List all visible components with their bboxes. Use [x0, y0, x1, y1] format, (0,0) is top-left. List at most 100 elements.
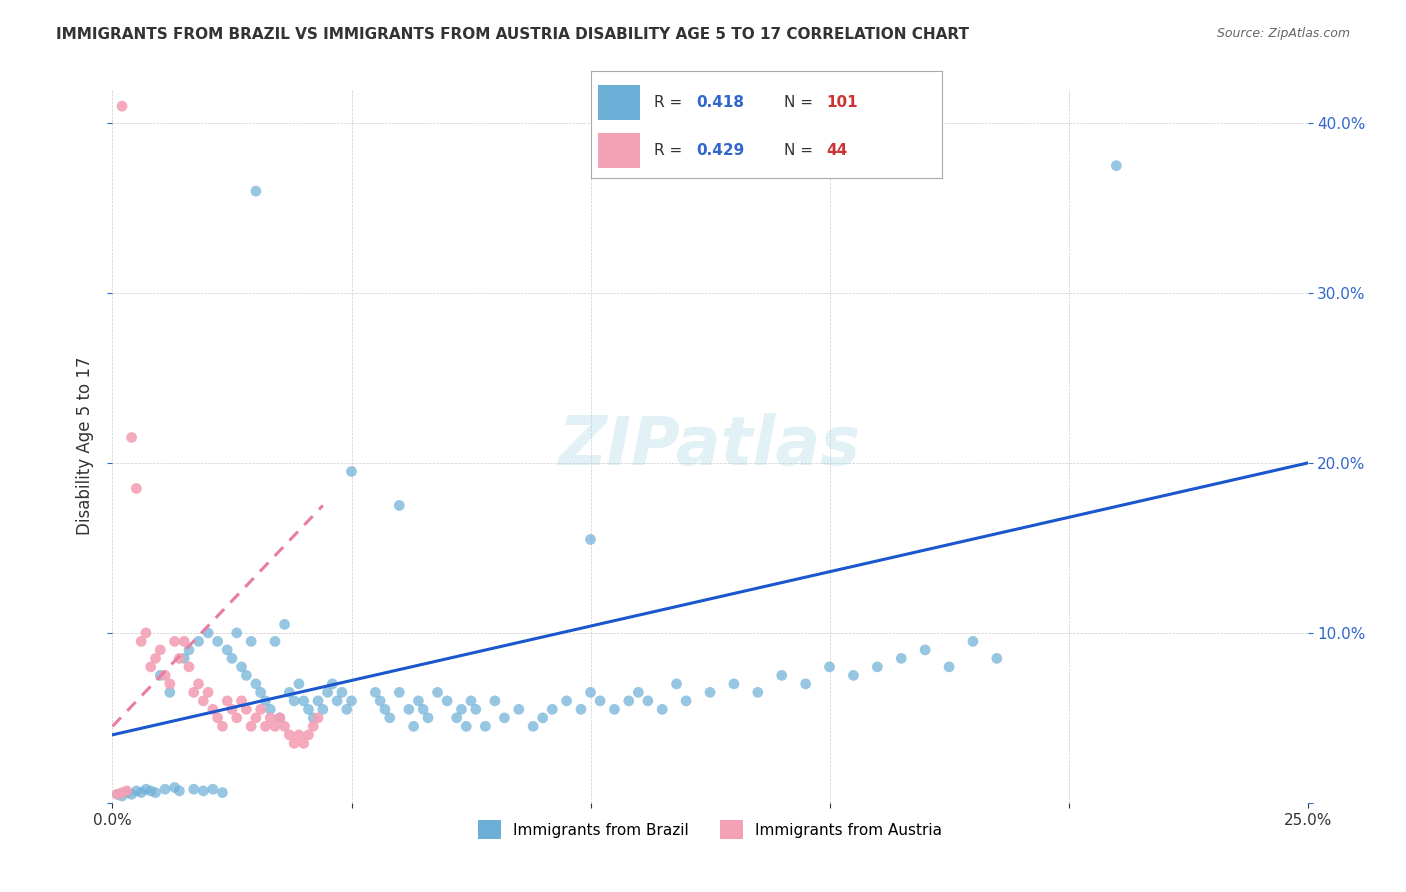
Immigrants from Brazil — [938, 660, 960, 674]
Immigrants from Brazil — [436, 694, 458, 708]
Immigrants from Austria — [105, 787, 128, 801]
Immigrants from Brazil — [149, 668, 172, 682]
Immigrants from Brazil — [412, 702, 434, 716]
Legend: Immigrants from Brazil, Immigrants from Austria: Immigrants from Brazil, Immigrants from … — [472, 814, 948, 845]
Immigrants from Brazil — [235, 668, 257, 682]
Immigrants from Austria — [217, 694, 239, 708]
Immigrants from Brazil — [105, 787, 128, 801]
Immigrants from Austria — [177, 660, 200, 674]
Text: IMMIGRANTS FROM BRAZIL VS IMMIGRANTS FROM AUSTRIA DISABILITY AGE 5 TO 17 CORRELA: IMMIGRANTS FROM BRAZIL VS IMMIGRANTS FRO… — [56, 27, 969, 42]
Immigrants from Brazil — [378, 711, 401, 725]
Immigrants from Brazil — [617, 694, 640, 708]
Text: 0.429: 0.429 — [696, 143, 744, 158]
Immigrants from Brazil — [402, 719, 425, 733]
Immigrants from Brazil — [340, 694, 363, 708]
Immigrants from Austria — [288, 728, 311, 742]
Immigrants from Brazil — [111, 789, 134, 803]
Immigrants from Brazil — [388, 685, 411, 699]
Text: R =: R = — [654, 95, 688, 110]
Immigrants from Brazil — [842, 668, 865, 682]
Immigrants from Austria — [111, 99, 134, 113]
Immigrants from Austria — [135, 626, 157, 640]
Immigrants from Brazil — [177, 643, 200, 657]
Immigrants from Austria — [125, 482, 148, 496]
Immigrants from Brazil — [770, 668, 793, 682]
Immigrants from Austria — [240, 719, 263, 733]
Text: Source: ZipAtlas.com: Source: ZipAtlas.com — [1216, 27, 1350, 40]
Immigrants from Austria — [292, 736, 315, 750]
Immigrants from Austria — [211, 719, 233, 733]
Immigrants from Brazil — [986, 651, 1008, 665]
Immigrants from Austria — [173, 634, 195, 648]
Text: N =: N = — [785, 95, 818, 110]
Immigrants from Brazil — [330, 685, 353, 699]
Immigrants from Brazil — [283, 694, 305, 708]
Immigrants from Brazil — [456, 719, 478, 733]
Immigrants from Brazil — [245, 184, 267, 198]
Immigrants from Brazil — [125, 784, 148, 798]
Immigrants from Brazil — [135, 782, 157, 797]
Immigrants from Austria — [235, 702, 257, 716]
Immigrants from Brazil — [579, 685, 602, 699]
Immigrants from Brazil — [292, 694, 315, 708]
Immigrants from Brazil — [193, 784, 215, 798]
Immigrants from Brazil — [269, 711, 291, 725]
Immigrants from Brazil — [197, 626, 219, 640]
Immigrants from Austria — [259, 711, 281, 725]
Immigrants from Brazil — [231, 660, 253, 674]
Immigrants from Austria — [245, 711, 267, 725]
Immigrants from Brazil — [207, 634, 229, 648]
Immigrants from Austria — [197, 685, 219, 699]
Immigrants from Brazil — [914, 643, 936, 657]
Immigrants from Brazil — [302, 711, 325, 725]
Immigrants from Brazil — [388, 499, 411, 513]
Immigrants from Brazil — [675, 694, 697, 708]
Immigrants from Brazil — [312, 702, 335, 716]
Immigrants from Brazil — [450, 702, 472, 716]
FancyBboxPatch shape — [598, 134, 640, 168]
Immigrants from Brazil — [794, 677, 817, 691]
Immigrants from Austria — [139, 660, 162, 674]
Immigrants from Brazil — [307, 694, 329, 708]
Immigrants from Brazil — [115, 786, 138, 800]
Immigrants from Austria — [201, 702, 224, 716]
Immigrants from Austria — [221, 702, 243, 716]
Immigrants from Brazil — [240, 634, 263, 648]
Immigrants from Brazil — [201, 782, 224, 797]
Immigrants from Brazil — [446, 711, 468, 725]
Immigrants from Brazil — [264, 634, 287, 648]
Immigrants from Austria — [159, 677, 181, 691]
Immigrants from Brazil — [368, 694, 391, 708]
Immigrants from Austria — [121, 430, 143, 444]
Immigrants from Brazil — [699, 685, 721, 699]
Immigrants from Brazil — [398, 702, 420, 716]
Immigrants from Austria — [145, 651, 167, 665]
Immigrants from Brazil — [416, 711, 439, 725]
Immigrants from Brazil — [326, 694, 349, 708]
Immigrants from Brazil — [297, 702, 319, 716]
Text: R =: R = — [654, 143, 688, 158]
Immigrants from Brazil — [747, 685, 769, 699]
Immigrants from Austria — [231, 694, 253, 708]
Immigrants from Brazil — [159, 685, 181, 699]
Immigrants from Austria — [278, 728, 301, 742]
Immigrants from Brazil — [627, 685, 650, 699]
Immigrants from Brazil — [173, 651, 195, 665]
Immigrants from Brazil — [474, 719, 496, 733]
Text: 0.418: 0.418 — [696, 95, 744, 110]
Immigrants from Brazil — [890, 651, 912, 665]
Immigrants from Brazil — [531, 711, 554, 725]
Immigrants from Austria — [264, 719, 287, 733]
Immigrants from Austria — [115, 784, 138, 798]
Immigrants from Brazil — [169, 784, 191, 798]
Immigrants from Austria — [207, 711, 229, 725]
Immigrants from Austria — [169, 651, 191, 665]
Immigrants from Brazil — [321, 677, 343, 691]
Immigrants from Brazil — [579, 533, 602, 547]
Immigrants from Brazil — [1105, 159, 1128, 173]
Immigrants from Austria — [254, 719, 277, 733]
Immigrants from Brazil — [221, 651, 243, 665]
Immigrants from Brazil — [316, 685, 339, 699]
Y-axis label: Disability Age 5 to 17: Disability Age 5 to 17 — [76, 357, 94, 535]
Immigrants from Brazil — [273, 617, 295, 632]
